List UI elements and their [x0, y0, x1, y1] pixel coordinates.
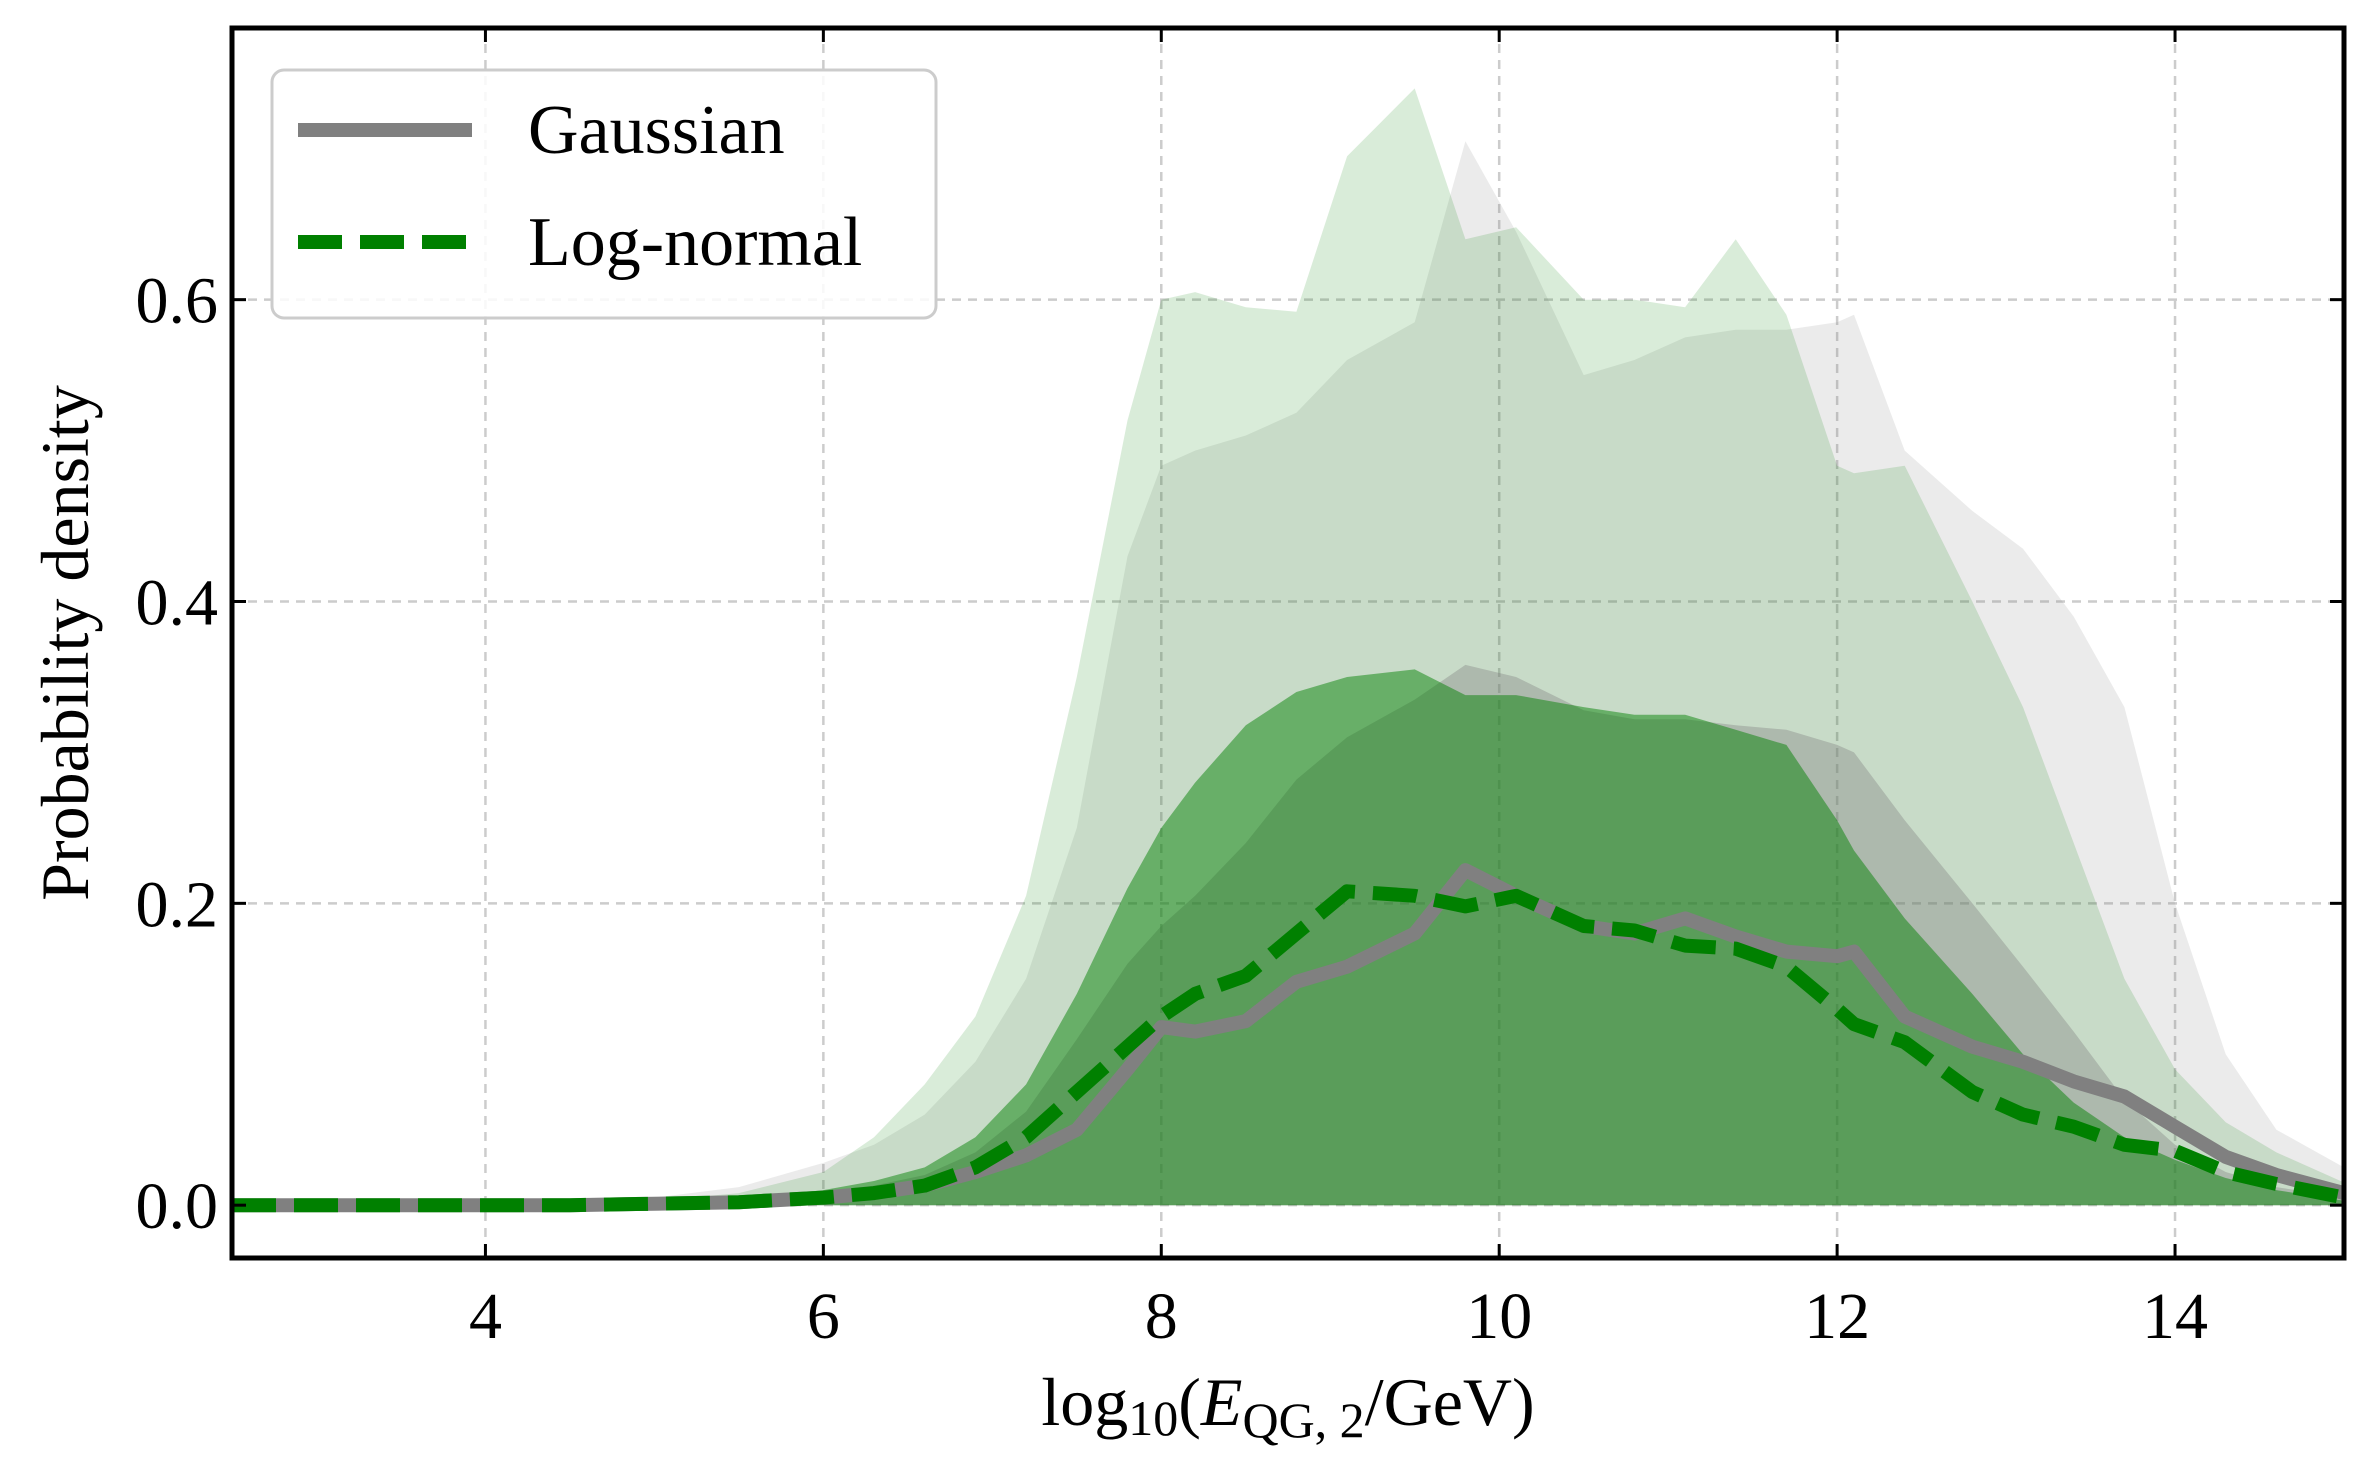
x-tick-label: 10 [1466, 1280, 1532, 1353]
x-axis-label-var: E [1200, 1364, 1243, 1440]
tick-labels: 4 6 8 10 12 14 0.0 0.2 0.4 0.6 [136, 265, 2209, 1353]
y-tick-label: 0.0 [136, 1170, 219, 1243]
median-lines [232, 863, 2344, 1213]
band-95-gaussian [232, 141, 2344, 1206]
x-tick-label: 8 [1145, 1280, 1178, 1353]
y-tick-label: 0.6 [136, 265, 219, 338]
x-axis-label-open: ( [1178, 1364, 1201, 1440]
plot-frame [229, 25, 2347, 1261]
median-line-log-normal [232, 884, 2344, 1213]
x-tick-label: 12 [1804, 1280, 1870, 1353]
x-axis-label: log10(EQG, 2/GeV) [1041, 1364, 1534, 1448]
legend: Gaussian Log-normal [270, 68, 938, 320]
band-95-log-normal [232, 88, 2344, 1206]
y-tick-label: 0.4 [136, 566, 219, 639]
axis-ticks [232, 28, 2344, 1258]
x-axis-label-prefix-sub: 10 [1128, 1390, 1178, 1446]
x-axis-label-var-sub: QG, 2 [1242, 1392, 1364, 1448]
y-tick-label: 0.2 [136, 868, 219, 941]
legend-label-gaussian: Gaussian [528, 92, 785, 169]
x-axis-label-prefix: log [1041, 1364, 1128, 1440]
x-tick-label: 6 [807, 1280, 840, 1353]
x-tick-label: 14 [2142, 1280, 2208, 1353]
y-axis-label: Probability density [27, 385, 103, 901]
legend-label-lognormal: Log-normal [528, 204, 862, 281]
x-axis-label-suffix: /GeV) [1365, 1364, 1535, 1440]
x-tick-label: 4 [469, 1280, 502, 1353]
